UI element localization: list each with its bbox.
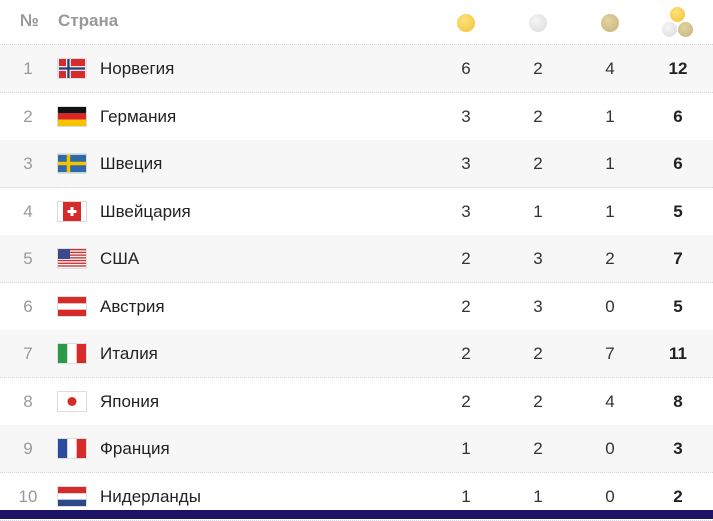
country-name[interactable]: Япония	[100, 391, 160, 411]
bronze-count: 0	[605, 296, 615, 316]
gold-count: 2	[461, 249, 471, 268]
country-name[interactable]: Германия	[100, 106, 177, 126]
rank: 7	[23, 344, 33, 363]
silver-count: 3	[533, 249, 543, 268]
total-count: 5	[673, 201, 683, 221]
bronze-count: 1	[605, 154, 615, 173]
germany-flag-icon	[58, 106, 86, 126]
bronze-count: 0	[605, 486, 615, 506]
bronze-count: 7	[605, 344, 615, 363]
silver-count: 2	[533, 154, 543, 173]
total-count: 8	[673, 391, 683, 411]
total-count: 3	[673, 439, 683, 458]
netherlands-flag-icon	[58, 486, 86, 506]
rank: 9	[23, 439, 33, 458]
table-row[interactable]: 7 Италия 2 2 7 11	[0, 330, 713, 378]
bronze-count: 1	[605, 201, 615, 221]
total-count: 7	[673, 249, 683, 268]
switzerland-flag-icon	[58, 201, 86, 221]
table-row[interactable]: 1 Норвегия 6 2 4 12	[0, 45, 713, 93]
bronze-count: 0	[605, 439, 615, 458]
bronze-count: 4	[605, 391, 615, 411]
gold-count: 1	[461, 486, 471, 506]
table-row[interactable]: 8 Япония 2 2 4 8	[0, 378, 713, 426]
gold-count: 1	[461, 439, 471, 458]
table-row[interactable]: 6 Австрия 2 3 0 5	[0, 283, 713, 331]
bronze-count: 2	[605, 249, 615, 268]
table-row[interactable]: 3 Швеция 3 2 1 6	[0, 140, 713, 188]
bronze-count: 1	[605, 106, 615, 126]
rank: 3	[23, 154, 33, 173]
france-flag-icon	[58, 439, 86, 458]
sweden-flag-icon	[58, 154, 86, 173]
rank: 8	[23, 391, 33, 411]
total-count: 11	[669, 344, 687, 363]
country-name[interactable]: Швеция	[100, 154, 163, 173]
silver-count: 2	[533, 439, 543, 458]
bronze-medal-icon	[601, 14, 619, 32]
table-row[interactable]: 4 Швейцария 3 1 1 5	[0, 188, 713, 236]
gold-count: 2	[461, 391, 471, 411]
country-header: Страна	[58, 11, 119, 30]
japan-flag-icon	[58, 391, 86, 411]
gold-count: 3	[461, 106, 471, 126]
usa-flag-icon	[58, 249, 86, 268]
austria-flag-icon	[58, 296, 86, 316]
silver-count: 2	[533, 106, 543, 126]
rank: 6	[23, 296, 33, 316]
total-count: 5	[673, 296, 683, 316]
table-row[interactable]: 2 Германия 3 2 1 6	[0, 93, 713, 141]
table-header: № Страна	[0, 0, 713, 45]
country-name[interactable]: Нидерланды	[100, 486, 201, 506]
silver-count: 2	[533, 391, 543, 411]
bottom-bar	[0, 510, 713, 519]
gold-medal-icon	[457, 14, 475, 32]
italy-flag-icon	[58, 344, 86, 363]
table-row[interactable]: 5 США 2 3 2 7	[0, 235, 713, 283]
gold-count: 2	[461, 344, 471, 363]
gold-count: 3	[461, 154, 471, 173]
silver-count: 2	[533, 344, 543, 363]
table-row[interactable]: 9 Франция 1 2 0 3	[0, 425, 713, 473]
rank: 4	[23, 201, 33, 221]
total-count: 12	[668, 59, 688, 78]
country-name[interactable]: Норвегия	[100, 59, 175, 78]
rank: 1	[23, 59, 33, 78]
country-name[interactable]: Австрия	[100, 296, 165, 316]
norway-flag-icon	[58, 59, 86, 78]
rank: 10	[18, 486, 38, 506]
gold-count: 2	[461, 296, 471, 316]
silver-count: 2	[533, 59, 543, 78]
gold-count: 3	[461, 201, 471, 221]
total-count: 2	[673, 486, 683, 506]
country-name[interactable]: Франция	[100, 439, 170, 458]
total-count: 6	[673, 154, 683, 173]
country-name[interactable]: Италия	[100, 344, 158, 363]
country-name[interactable]: США	[100, 249, 140, 268]
rank: 2	[23, 106, 33, 126]
silver-count: 3	[533, 296, 543, 316]
silver-count: 1	[533, 201, 543, 221]
silver-count: 1	[533, 486, 543, 506]
total-count: 6	[673, 106, 683, 126]
country-name[interactable]: Швейцария	[100, 201, 191, 221]
silver-medal-icon	[529, 14, 547, 32]
rank: 5	[23, 249, 33, 268]
gold-count: 6	[461, 59, 471, 78]
bronze-count: 4	[605, 59, 615, 78]
rank-header: №	[20, 11, 39, 30]
